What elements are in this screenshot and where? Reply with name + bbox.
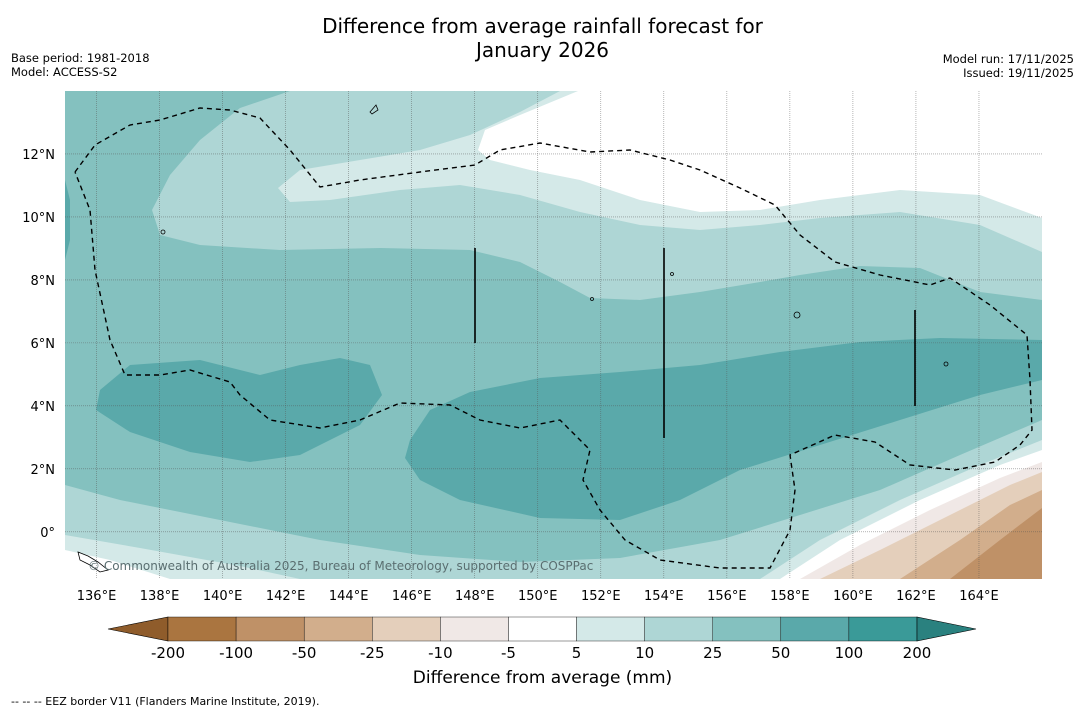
colorbar-segment bbox=[780, 616, 850, 642]
x-tick-label: 156°E bbox=[707, 589, 747, 604]
base-period: Base period: 1981-2018 bbox=[11, 51, 150, 65]
colorbar-segment bbox=[167, 616, 237, 642]
gridlines bbox=[65, 91, 1042, 579]
colorbar-tick-label: 5 bbox=[572, 644, 582, 662]
x-tick-label: 152°E bbox=[581, 589, 621, 604]
y-axis-ticks: 0° 2°N 4°N 6°N 8°N 10°N 12°N bbox=[22, 148, 55, 541]
island bbox=[77, 551, 109, 573]
contour-10-25-south bbox=[65, 420, 1042, 579]
y-tick-label: 12°N bbox=[22, 148, 55, 163]
x-tick-label: 154°E bbox=[644, 589, 684, 604]
colorbar-segment bbox=[712, 616, 782, 642]
colorbar-extend-low bbox=[107, 616, 169, 642]
island bbox=[670, 272, 674, 276]
colorbar-tick-label: 200 bbox=[903, 644, 932, 662]
x-tick-label: 142°E bbox=[266, 589, 306, 604]
x-tick-label: 164°E bbox=[959, 589, 999, 604]
x-tick-label: 158°E bbox=[770, 589, 810, 604]
islands bbox=[77, 104, 949, 573]
colorbar-segment bbox=[508, 616, 577, 642]
contour-neg50-neg100 bbox=[950, 508, 1042, 579]
y-tick-label: 8°N bbox=[31, 274, 56, 289]
y-tick-label: 4°N bbox=[31, 400, 56, 415]
x-tick-label: 144°E bbox=[329, 589, 369, 604]
colorbar-tick-label: 100 bbox=[835, 644, 864, 662]
contour-25-50-left-edge bbox=[65, 180, 70, 260]
model-name: Model: ACCESS-S2 bbox=[11, 65, 118, 79]
y-tick-label: 6°N bbox=[31, 337, 56, 352]
colorbar-tick-label: -100 bbox=[219, 644, 253, 662]
colorbar-tick-label: -10 bbox=[428, 644, 453, 662]
eez-border bbox=[74, 107, 1033, 569]
colorbar-tick-label: 25 bbox=[703, 644, 722, 662]
colorbar-tick-label: -200 bbox=[151, 644, 185, 662]
colorbar-title: Difference from average (mm) bbox=[412, 668, 673, 688]
chart-title: Difference from average rainfall forecas… bbox=[0, 14, 1085, 62]
contour-neutral-north bbox=[478, 91, 1042, 218]
x-tick-label: 138°E bbox=[140, 589, 180, 604]
colorbar-segment bbox=[848, 616, 918, 642]
y-tick-label: 0° bbox=[40, 526, 55, 541]
x-tick-label: 140°E bbox=[203, 589, 243, 604]
colorbar-tick-label: -50 bbox=[292, 644, 317, 662]
x-tick-label: 150°E bbox=[518, 589, 558, 604]
x-tick-label: 136°E bbox=[77, 589, 117, 604]
colorbar-segment bbox=[440, 616, 509, 642]
island bbox=[160, 229, 166, 235]
x-axis-ticks: 136°E 138°E 140°E 142°E 144°E 146°E 148°E 150°E… bbox=[77, 589, 999, 604]
island bbox=[590, 297, 594, 301]
copyright-text: © Commonwealth of Australia 2025, Bureau… bbox=[88, 559, 593, 573]
colorbar-segment bbox=[372, 616, 441, 642]
colorbar-segment bbox=[235, 616, 305, 642]
colorbar-tick-label: 50 bbox=[771, 644, 790, 662]
issued-date: Issued: 19/11/2025 bbox=[963, 66, 1074, 80]
colorbar-segment bbox=[644, 616, 713, 642]
meta-left: Base period: 1981-2018 Model: ACCESS-S2 bbox=[11, 51, 150, 79]
contour-fills bbox=[65, 91, 1042, 579]
y-tick-label: 10°N bbox=[22, 211, 55, 226]
colorbar-tick-label: 10 bbox=[635, 644, 654, 662]
island bbox=[943, 361, 949, 367]
colorbar-segment bbox=[576, 616, 645, 642]
island bbox=[369, 104, 379, 115]
colorbar-tick-label: -25 bbox=[360, 644, 385, 662]
island bbox=[793, 311, 801, 319]
colorbar-tick-label: -5 bbox=[501, 644, 516, 662]
colorbar-extend-high bbox=[916, 616, 977, 642]
contour-50-100-west bbox=[96, 358, 382, 462]
eez-footnote: -- -- -- EEZ border V11 (Flanders Marine… bbox=[11, 695, 320, 708]
title-line-2: January 2026 bbox=[475, 38, 610, 62]
x-tick-label: 162°E bbox=[896, 589, 936, 604]
colorbar-segment bbox=[303, 616, 373, 642]
x-tick-label: 146°E bbox=[392, 589, 432, 604]
meta-right: Model run: 17/11/2025 Issued: 19/11/2025 bbox=[943, 52, 1074, 80]
y-tick-label: 2°N bbox=[31, 463, 56, 478]
model-run: Model run: 17/11/2025 bbox=[942, 52, 1074, 66]
contour-neutral-southwest bbox=[65, 550, 170, 579]
title-line-1: Difference from average rainfall forecas… bbox=[322, 14, 763, 38]
x-tick-label: 148°E bbox=[455, 589, 495, 604]
colorbar: -200 -100 -50 -25 -10 -5 5 10 25 50 100 200 bbox=[107, 616, 977, 662]
x-tick-label: 160°E bbox=[833, 589, 873, 604]
contour-50-100-east bbox=[405, 338, 1042, 520]
